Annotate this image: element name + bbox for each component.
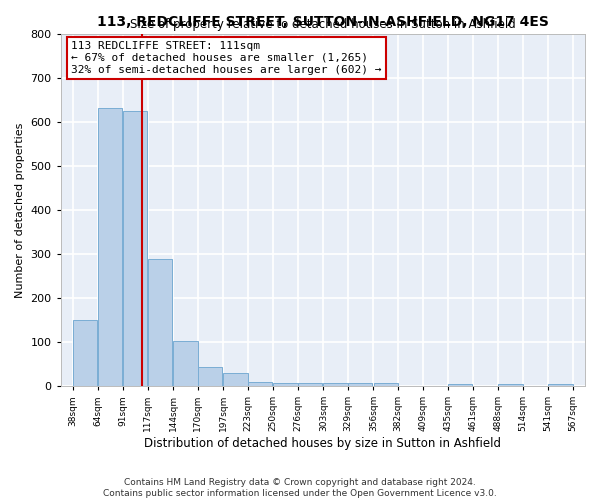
Bar [73, 320, 97, 386]
Bar [498, 384, 523, 386]
Bar [323, 382, 348, 386]
Text: 113 REDCLIFFE STREET: 111sqm
← 67% of detached houses are smaller (1,265)
32% of: 113 REDCLIFFE STREET: 111sqm ← 67% of de… [71, 42, 382, 74]
Bar [248, 382, 272, 386]
Bar [173, 341, 197, 386]
Bar [198, 366, 222, 386]
X-axis label: Distribution of detached houses by size in Sutton in Ashfield: Distribution of detached houses by size … [145, 437, 502, 450]
Bar [374, 382, 398, 386]
Text: Size of property relative to detached houses in Sutton in Ashfield: Size of property relative to detached ho… [130, 18, 516, 31]
Bar [148, 259, 172, 386]
Bar [298, 382, 322, 386]
Bar [98, 108, 122, 386]
Bar [123, 112, 148, 386]
Bar [548, 384, 572, 386]
Title: 113, REDCLIFFE STREET, SUTTON-IN-ASHFIELD, NG17 4ES: 113, REDCLIFFE STREET, SUTTON-IN-ASHFIEL… [97, 15, 549, 29]
Y-axis label: Number of detached properties: Number of detached properties [15, 122, 25, 298]
Bar [348, 382, 373, 386]
Bar [223, 374, 248, 386]
Bar [448, 384, 472, 386]
Text: Contains HM Land Registry data © Crown copyright and database right 2024.
Contai: Contains HM Land Registry data © Crown c… [103, 478, 497, 498]
Bar [274, 382, 298, 386]
